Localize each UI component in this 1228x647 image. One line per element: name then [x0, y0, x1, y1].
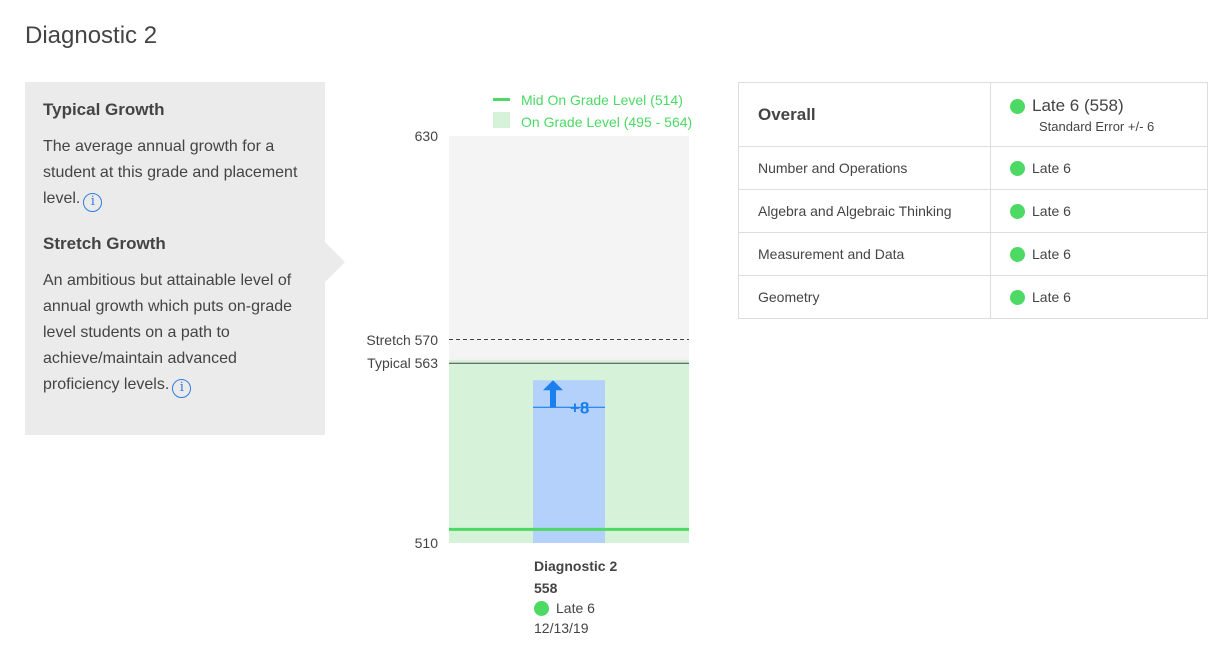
legend-mid-label: Mid On Grade Level (514)	[521, 92, 683, 108]
table-row: Geometry Late 6	[738, 275, 1208, 319]
growth-info-panel: Typical Growth The average annual growth…	[25, 82, 345, 435]
stretch-growth-title: Stretch Growth	[43, 234, 166, 253]
domain-level: Late 6	[1032, 203, 1071, 219]
domain-level: Late 6	[1032, 289, 1071, 305]
overall-row: Overall Late 6 (558) Standard Error +/- 6	[738, 82, 1208, 147]
status-dot-icon	[1010, 290, 1025, 305]
stretch-label: Stretch 570	[366, 332, 438, 348]
domain-name: Geometry	[738, 275, 991, 319]
bar-category: Diagnostic 2	[534, 558, 618, 574]
info-icon[interactable]: i	[83, 193, 103, 212]
bar-score: 558	[534, 580, 558, 596]
stretch-growth-text: An ambitious but attainable level of ann…	[43, 272, 293, 393]
typical-label: Typical 563	[367, 355, 438, 371]
status-dot-icon	[1010, 247, 1025, 262]
status-dot-icon	[1010, 161, 1025, 176]
table-row: Algebra and Algebraic Thinking Late 6	[738, 189, 1208, 233]
domain-name: Measurement and Data	[738, 232, 991, 276]
info-icon[interactable]: i	[172, 379, 192, 398]
typical-growth-title: Typical Growth	[43, 100, 165, 119]
domain-level: Late 6	[1032, 160, 1071, 176]
y-tick-bottom: 510	[414, 535, 438, 551]
typical-growth-text: The average annual growth for a student …	[43, 138, 298, 207]
table-row: Number and Operations Late 6	[738, 146, 1208, 190]
status-dot-icon	[534, 601, 549, 616]
overall-value: Late 6 (558)	[1032, 95, 1124, 115]
page-title: Diagnostic 2	[25, 22, 158, 49]
domain-level: Late 6	[1032, 246, 1071, 262]
domain-table: Overall Late 6 (558) Standard Error +/- 6…	[738, 82, 1208, 319]
status-dot-icon	[1010, 98, 1025, 114]
legend-range-swatch	[493, 112, 510, 128]
status-dot-icon	[1010, 204, 1025, 219]
bar-level: Late 6	[534, 600, 595, 616]
domain-name: Number and Operations	[738, 146, 991, 190]
bar-date: 12/13/19	[534, 620, 589, 636]
growth-arrow-icon	[543, 380, 563, 408]
growth-label: +8	[570, 398, 589, 417]
domain-name: Algebra and Algebraic Thinking	[738, 189, 991, 233]
legend-mid-swatch	[493, 98, 510, 101]
standard-error: Standard Error +/- 6	[1039, 118, 1155, 134]
table-row: Measurement and Data Late 6	[738, 232, 1208, 276]
score-bar[interactable]	[533, 380, 605, 543]
overall-label: Overall	[738, 82, 991, 147]
legend-range-label: On Grade Level (495 - 564)	[521, 114, 693, 130]
y-tick-top: 630	[414, 128, 438, 144]
